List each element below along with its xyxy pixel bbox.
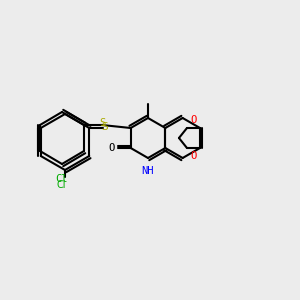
Text: Cl: Cl	[56, 180, 66, 190]
Text: O: O	[108, 143, 115, 153]
Text: Cl: Cl	[56, 174, 68, 184]
Text: O: O	[190, 151, 196, 161]
Text: S: S	[101, 122, 108, 132]
Text: O: O	[190, 115, 196, 125]
Text: NH: NH	[142, 166, 154, 176]
Text: S: S	[99, 118, 105, 128]
